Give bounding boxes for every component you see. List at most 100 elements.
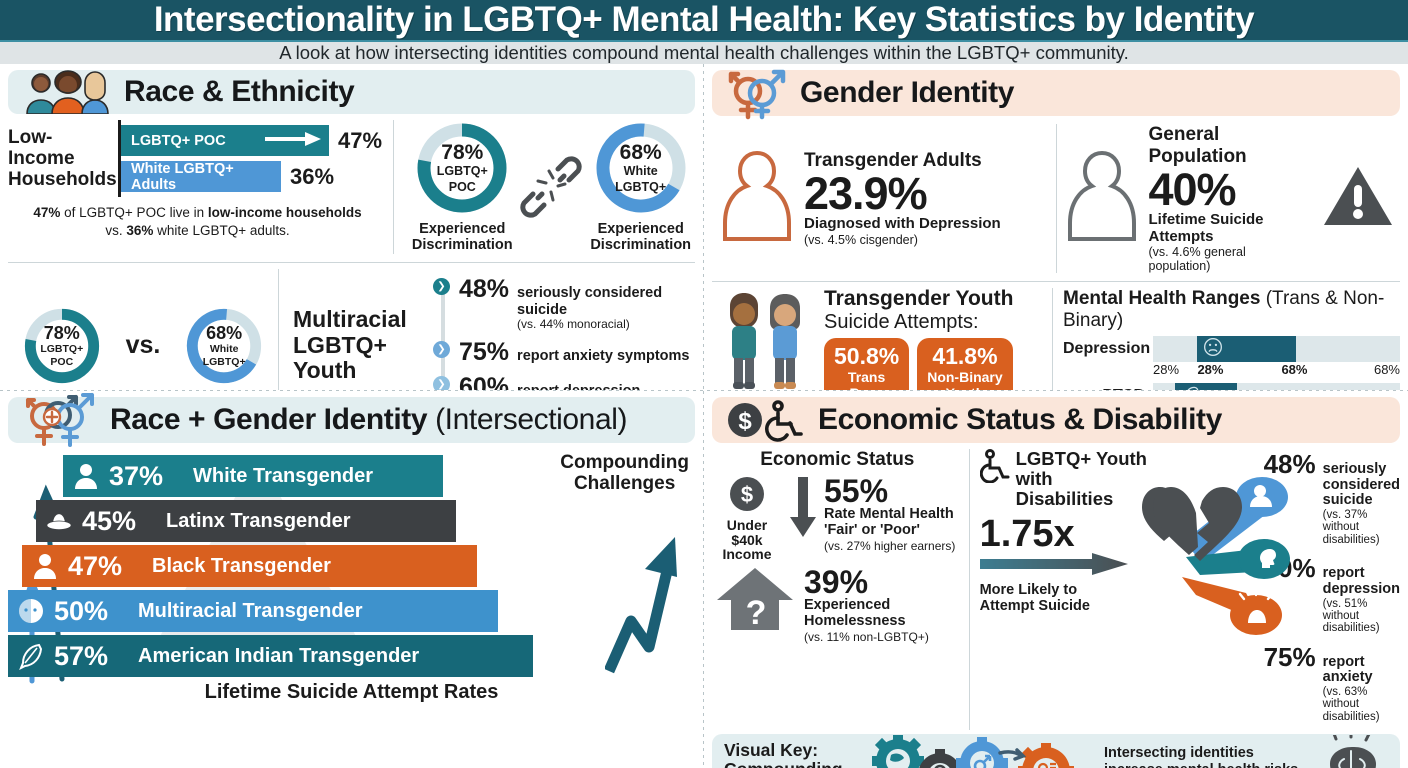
visual-key-text-1: Intersecting identities [1104, 744, 1254, 761]
broken-heart-diagram [1141, 449, 1290, 730]
income-icon-group: $ Under $40k Income [712, 475, 782, 562]
depression-axis-max: 68% [1373, 362, 1400, 378]
donut-small-white: 68% White LGBTQ+ [184, 306, 264, 386]
house-question-icon: ? [715, 568, 795, 636]
chevron-right-icon: ❯ [433, 376, 450, 390]
gender-section-header: Gender Identity [712, 69, 1400, 120]
donut-small-poc-sub2: POC [50, 355, 74, 368]
general-pop-sub: (vs. 4.6% general population) [1148, 245, 1246, 274]
disability-title-text: LGBTQ+ Youth with Disabilities [1016, 449, 1150, 509]
economic-item-homelessness: ? 39% Experienced Homelessness (vs. 11% … [712, 566, 963, 644]
list-item: ❯ 48% seriously considered suicide (vs. … [433, 275, 695, 332]
pyramid-caption: Lifetime Suicide Attempt Rates [204, 681, 499, 703]
brain-icon [1314, 727, 1388, 768]
pyramid-label-american-indian: American Indian Transgender [138, 644, 420, 667]
bubble-nonbinary: 41.8% Non-Binary Youth [917, 337, 1013, 390]
economic-section-title: Economic Status & Disability [818, 403, 1222, 436]
section-race-ethnicity: Race & Ethnicity Low-Income Households L… [0, 64, 703, 390]
multiracial-text-2: report depression symptoms [517, 383, 695, 390]
gears-chain-icon [864, 734, 1094, 768]
economic-section-header: $ Economic Status & Disability [712, 397, 1400, 443]
low-income-label: Low-Income Households [8, 126, 117, 191]
depression-axis-min: 28% [1153, 362, 1180, 378]
pyramid-chart: Compounding Challenges 37% White Transge… [8, 447, 695, 768]
bar-white-lgbtq: White LGBTQ+ Adults [121, 161, 281, 193]
pyramid-row-black: 47% Black Transgender [22, 545, 477, 587]
dis-text-anxiety-2: anxiety [1322, 669, 1373, 686]
vertical-divider-top [703, 64, 704, 390]
dis-text-depression: report depression (vs. 51% without disab… [1323, 565, 1400, 635]
disability-caption-line1: More Likely to [979, 581, 1078, 598]
pyramid-label-multiracial: Multiracial Transgender [138, 599, 363, 622]
trans-adults-value: 23.9% [804, 168, 928, 220]
income-stat-value: 55% [824, 473, 889, 509]
bars-container: LGBTQ+ POC 47% White LGBTQ+ Adults [118, 120, 387, 197]
arrow-right-icon [265, 131, 321, 150]
pyramid-row-white: 37% White Transgender [63, 455, 443, 497]
income-label-2: $40k [731, 531, 763, 548]
pyramid-rows: 37% White Transgender 45% Latinx Transge… [8, 447, 695, 677]
range-row-depression: Depression [1063, 336, 1400, 363]
multiracial-pct-1: 75% [459, 338, 510, 367]
pyramid-label-white: White Transgender [193, 464, 374, 487]
donut-small-white-sub2: LGBTQ+ [202, 355, 246, 368]
donut-poc-sub1: LGBTQ+ [436, 164, 488, 179]
donut-white-pct: 68% [619, 141, 662, 165]
bar-lgbtq-poc-label: LGBTQ+ POC [131, 132, 226, 149]
horizontal-divider [0, 390, 1408, 391]
multiracial-row: 78% LGBTQ+ POC vs. 68% White [8, 261, 695, 390]
donut-small-poc-pct: 78% [43, 322, 80, 343]
multiracial-pct-2: 60% [459, 373, 510, 390]
dis-pct-suicide: 48% [1263, 449, 1316, 479]
bubble-nonbinary-label2: Youth [927, 386, 1002, 390]
donut-chart-poc: 78% LGBTQ+ POC [414, 120, 510, 216]
intersectional-section-header: Race + Gender Identity (Intersectional) [8, 393, 695, 447]
disability-title: LGBTQ+ Youth with Disabilities [979, 449, 1150, 509]
gender-top-row: Transgender Adults 23.9% Diagnosed with … [712, 116, 1400, 274]
intersectional-title-main: Race + Gender Identity [110, 403, 428, 436]
low-income-note: 47% of LGBTQ+ POC live in low-income hou… [8, 204, 387, 239]
svg-text:$: $ [738, 408, 752, 435]
disability-title-line1: LGBTQ+ Youth [1015, 448, 1147, 469]
two-faces-icon [18, 598, 44, 624]
compounding-challenges-label: Compounding Challenges [560, 452, 689, 495]
trans-adults-caption: Diagnosed with Depression [804, 215, 1001, 233]
pyramid-pct-white: 37% [109, 460, 164, 491]
donut-small-white-pct: 68% [206, 322, 243, 343]
three-people-icon [22, 70, 114, 114]
dis-text-anxiety: report anxiety (vs. 63% without disabili… [1322, 654, 1400, 724]
homeless-stat-text: 39% Experienced Homelessness (vs. 11% no… [804, 566, 929, 644]
donut-block-white: 68% White LGBTQ+ Experienced Discriminati… [590, 120, 691, 254]
gender-bottom-row: Transgender Youth Suicide Attempts: 50.8… [712, 281, 1400, 390]
range-label-ptsd: PTSD [1063, 387, 1145, 390]
visual-key-text: Intersecting identities increase mental … [1104, 745, 1298, 768]
gender-section-title: Gender Identity [800, 76, 1015, 109]
pyramid-row-multiracial: 50% Multiracial Transgender [8, 590, 498, 632]
dollar-and-accessibility-icon: $ [726, 398, 808, 442]
visual-key-title-2: Compounding [724, 759, 843, 768]
section-gender-identity: Gender Identity Transgender Adults 23.9%… [704, 64, 1408, 390]
dis-sub-suicide: (vs. 37% without disabilities) [1322, 508, 1380, 546]
visual-key-title: Visual Key: Compounding Challenges [724, 740, 854, 768]
range-label-depression: Depression [1063, 340, 1151, 358]
race-top-row: Low-Income Households LGBTQ+ POC 47% [8, 114, 695, 254]
donut-block-poc: 78% LGBTQ+ POC Experienced Discrimination [412, 120, 513, 254]
multiracial-text-1: report anxiety symptoms [517, 348, 690, 365]
svg-text:?: ? [746, 594, 767, 632]
compounding-line-2: Challenges [573, 472, 676, 494]
page-header: Intersectionality in LGBTQ+ Mental Healt… [0, 0, 1408, 42]
ranges-title-lite: (Trans & Non-Binary) [1063, 288, 1385, 332]
bubble-trans-boys-label1: Trans [847, 368, 886, 385]
donut-small-poc-sub1: LGBTQ+ [40, 342, 84, 355]
low-income-chart: Low-Income Households LGBTQ+ POC 47% [8, 120, 393, 254]
person-icon [73, 463, 99, 489]
sombrero-icon [46, 510, 72, 532]
homeless-icon-wrap: ? [712, 566, 798, 637]
chevron-right-icon: ❯ [433, 277, 450, 295]
vertical-divider-bottom [703, 391, 704, 768]
income-stat-cap1: Rate Mental Health [824, 506, 954, 522]
intersectional-section-title: Race + Gender Identity (Intersectional) [110, 403, 628, 437]
disability-title-line2: with Disabilities [1015, 467, 1114, 509]
note-text-f: white LGBTQ+ adults. [153, 222, 290, 238]
